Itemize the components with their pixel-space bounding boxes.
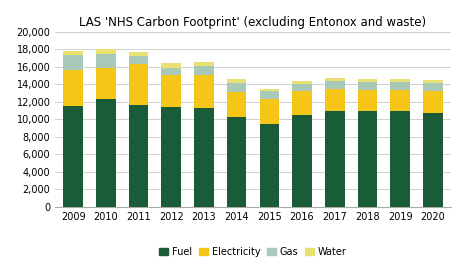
Bar (194, 61, 213, 66)
Bar (324, 78, 344, 81)
Bar (96, 68, 115, 99)
Bar (129, 52, 148, 56)
Bar (194, 108, 213, 207)
Bar (422, 83, 442, 91)
Bar (161, 63, 181, 68)
Bar (194, 66, 213, 75)
Bar (129, 56, 148, 64)
Bar (390, 90, 409, 111)
Bar (96, 99, 115, 207)
Bar (161, 68, 181, 75)
Bar (161, 107, 181, 207)
Bar (422, 80, 442, 83)
Bar (259, 99, 279, 123)
Bar (390, 111, 409, 207)
Bar (390, 82, 409, 90)
Bar (129, 64, 148, 105)
Bar (63, 106, 83, 207)
Bar (259, 89, 279, 91)
Bar (390, 79, 409, 82)
Bar (226, 92, 246, 117)
Bar (194, 75, 213, 108)
Bar (96, 54, 115, 68)
Bar (357, 79, 376, 82)
Bar (291, 115, 311, 207)
Bar (226, 82, 246, 92)
Bar (129, 105, 148, 207)
Bar (422, 113, 442, 207)
Bar (357, 82, 376, 90)
Legend: Fuel, Electricity, Gas, Water: Fuel, Electricity, Gas, Water (155, 243, 350, 261)
Bar (324, 89, 344, 111)
Bar (291, 91, 311, 115)
Bar (259, 91, 279, 99)
Bar (357, 90, 376, 111)
Title: LAS 'NHS Carbon Footprint' (excluding Entonox and waste): LAS 'NHS Carbon Footprint' (excluding En… (79, 16, 425, 29)
Bar (226, 80, 246, 82)
Bar (63, 51, 83, 55)
Bar (63, 70, 83, 106)
Bar (324, 111, 344, 207)
Bar (161, 75, 181, 107)
Bar (291, 84, 311, 91)
Bar (226, 117, 246, 207)
Bar (324, 81, 344, 89)
Bar (357, 111, 376, 207)
Bar (422, 91, 442, 113)
Bar (259, 123, 279, 207)
Bar (63, 55, 83, 70)
Bar (291, 81, 311, 84)
Bar (96, 49, 115, 54)
